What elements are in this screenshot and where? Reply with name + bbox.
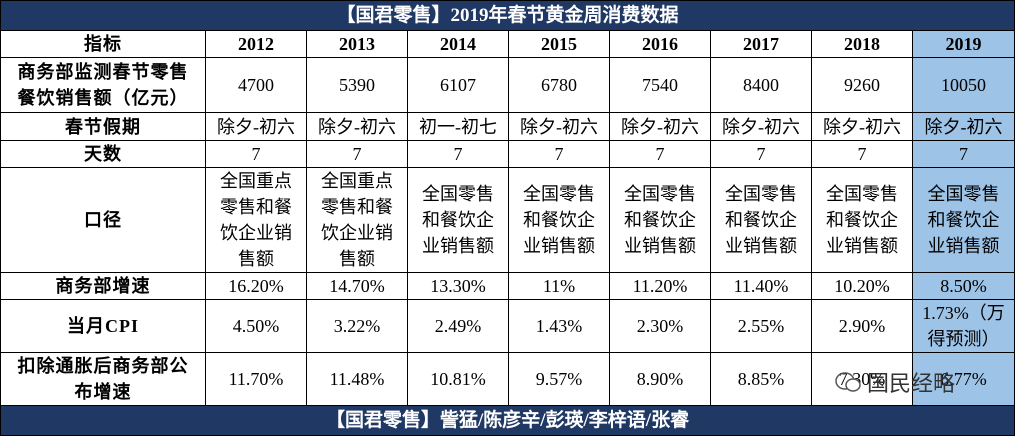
cell: 全国零售和餐饮企业销售额 [407, 167, 509, 273]
year-header: 2017 [710, 30, 812, 58]
footer: 【国君零售】訾猛/陈彦辛/彭瑛/李梓语/张睿 [0, 405, 1016, 436]
cell: 除夕-初六 [508, 112, 610, 141]
cell: 初一-初七 [407, 112, 509, 141]
cell: 13.30% [407, 272, 509, 300]
row-label: 商务部监测春节零售餐饮销售额（亿元） [0, 57, 206, 113]
year-header: 2014 [407, 30, 509, 58]
row-label: 扣除通胀后商务部公布增速 [0, 352, 206, 406]
footer-row: 【国君零售】訾猛/陈彦辛/彭瑛/李梓语/张睿 [0, 405, 1016, 436]
cell: 8400 [710, 57, 812, 113]
year-header: 2016 [609, 30, 711, 58]
cell: 4.50% [205, 299, 307, 353]
cell: 除夕-初六 [710, 112, 812, 141]
cell: 2.30% [609, 299, 711, 353]
cell: 8.50% [911, 272, 1016, 300]
cell: 除夕-初六 [609, 112, 711, 141]
year-header: 2019 [911, 30, 1016, 58]
watermark-text: 国民经略 [867, 372, 956, 397]
row-label: 当月CPI [0, 299, 206, 353]
cell: 1.43% [508, 299, 610, 353]
cell: 全国零售和餐饮企业销售额 [609, 167, 711, 273]
cell: 1.73%（万得预测） [911, 299, 1016, 353]
cell: 11.48% [306, 352, 408, 406]
year-header: 2018 [811, 30, 913, 58]
cell: 10.20% [811, 272, 913, 300]
cell: 4700 [205, 57, 307, 113]
year-header: 2015 [508, 30, 610, 58]
cell: 2.49% [407, 299, 509, 353]
cell: 8.90% [609, 352, 711, 406]
data-row: 商务部监测春节零售餐饮销售额（亿元） 4700 5390 6107 6780 7540 84… [0, 57, 1016, 113]
cell: 9260 [811, 57, 913, 113]
cell: 全国零售和餐饮企业销售额 [508, 167, 610, 273]
cell: 11.40% [710, 272, 812, 300]
cell: 9.57% [508, 352, 610, 406]
watermark: 国民经略 [835, 366, 955, 398]
watermark-icon [835, 372, 861, 392]
cell: 除夕-初六 [306, 112, 408, 141]
cell: 7 [911, 140, 1016, 168]
cell: 14.70% [306, 272, 408, 300]
cell: 10.81% [407, 352, 509, 406]
cell: 5390 [306, 57, 408, 113]
cell: 7 [306, 140, 408, 168]
table-title: 【国君零售】2019年春节黄金周消费数据 [0, 0, 1016, 31]
cell: 3.22% [306, 299, 408, 353]
cell: 7 [205, 140, 307, 168]
cell: 全国重点零售和餐饮企业销售额 [205, 167, 307, 273]
year-header: 2012 [205, 30, 307, 58]
data-row: 天数 7 7 7 7 7 7 7 7 [0, 140, 1016, 168]
cell: 7 [508, 140, 610, 168]
cell: 2.55% [710, 299, 812, 353]
cell: 除夕-初六 [205, 112, 307, 141]
header-label: 指标 [0, 30, 206, 58]
cell: 2.90% [811, 299, 913, 353]
cell: 16.20% [205, 272, 307, 300]
cell: 10050 [911, 57, 1016, 113]
row-label: 商务部增速 [0, 272, 206, 300]
cell: 11.20% [609, 272, 711, 300]
cell: 除夕-初六 [811, 112, 913, 141]
cell: 8.85% [710, 352, 812, 406]
cell: 全国零售和餐饮企业销售额 [811, 167, 913, 273]
cell: 6.77% [911, 352, 1016, 406]
data-row: 商务部增速 16.20% 14.70% 13.30% 11% 11.20% 11.40% 10… [0, 272, 1016, 300]
title-row: 【国君零售】2019年春节黄金周消费数据 [0, 0, 1016, 31]
row-label: 口径 [0, 167, 206, 273]
cell: 11.70% [205, 352, 307, 406]
cell: 11% [508, 272, 610, 300]
year-header: 2013 [306, 30, 408, 58]
cell: 7540 [609, 57, 711, 113]
row-label: 春节假期 [0, 112, 206, 141]
cell: 全国零售和餐饮企业销售额 [911, 167, 1016, 273]
cell: 全国重点零售和餐饮企业销售额 [306, 167, 408, 273]
cell: 除夕-初六 [911, 112, 1016, 141]
data-row: 口径 全国重点零售和餐饮企业销售额 全国重点零售和餐饮企业销售额 全国零售和餐饮企业销… [0, 167, 1016, 273]
cell: 6780 [508, 57, 610, 113]
data-row: 当月CPI 4.50% 3.22% 2.49% 1.43% 2.30% 2.55% 2.90%… [0, 299, 1016, 353]
cell: 6107 [407, 57, 509, 113]
cell: 7 [710, 140, 812, 168]
data-row: 扣除通胀后商务部公布增速 11.70% 11.48% 10.81% 9.57% 8.90%… [0, 352, 1016, 406]
cell: 7 [609, 140, 711, 168]
row-label: 天数 [0, 140, 206, 168]
cell: 全国零售和餐饮企业销售额 [710, 167, 812, 273]
cell: 7 [407, 140, 509, 168]
cell: 7 [811, 140, 913, 168]
data-row: 春节假期 除夕-初六 除夕-初六 初一-初七 除夕-初六 除夕-初六 除夕-初六 除夕-初六除… [0, 112, 1016, 141]
header-row: 指标 2012 2013 2014 2015 2016 2017 2018 2019 [0, 30, 1016, 58]
